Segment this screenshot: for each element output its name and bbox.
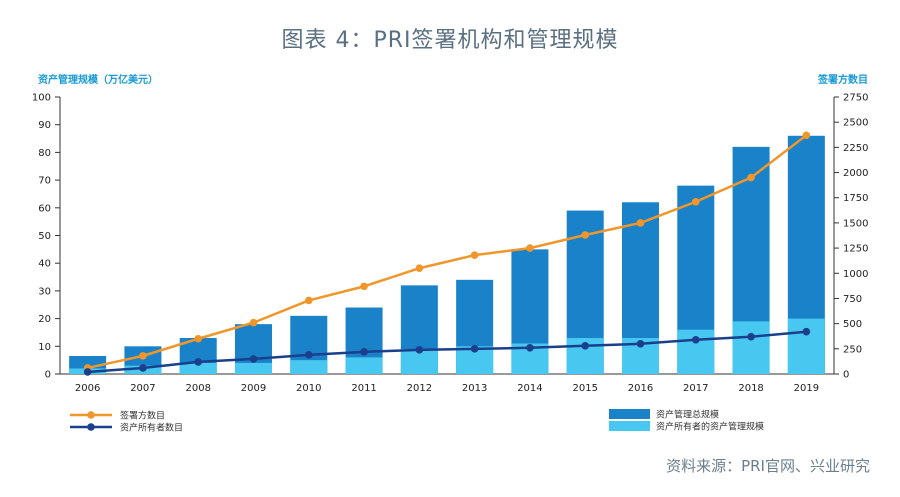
left-axis-tick-label: 0 xyxy=(45,370,51,381)
right-axis-tick-label: 1000 xyxy=(843,269,868,280)
x-axis-tick-label: 2012 xyxy=(407,383,432,394)
right-axis-tick-label: 2750 xyxy=(843,93,868,104)
line-asset-owners xyxy=(87,330,807,374)
right-axis-tick-label: 1750 xyxy=(843,193,868,204)
point-asset-owners xyxy=(581,341,590,350)
point-signatories xyxy=(304,296,313,305)
right-axis-tick-label: 500 xyxy=(843,319,862,330)
x-axis-tick-label: 2006 xyxy=(75,383,100,394)
left-axis-tick-label: 20 xyxy=(38,314,51,325)
point-asset-owners xyxy=(304,351,313,359)
bar-asset-owner-aum xyxy=(732,321,770,374)
point-signatories xyxy=(249,318,258,327)
bar-asset-owner-aum xyxy=(290,360,328,374)
point-signatories xyxy=(194,334,203,343)
source-note: 资料来源：PRI官网、兴业研究 xyxy=(666,457,870,475)
point-signatories xyxy=(747,173,755,182)
left-axis-tick-label: 70 xyxy=(38,176,51,187)
x-axis-tick-label: 2009 xyxy=(241,383,266,394)
legend-label: 签署方数目 xyxy=(120,410,165,422)
left-axis-tick-label: 50 xyxy=(38,231,51,242)
right-axis-tick-label: 1250 xyxy=(843,244,868,255)
legend-line-marker xyxy=(87,423,95,431)
legend-line-marker xyxy=(87,411,95,419)
left-axis-tick-label: 100 xyxy=(32,93,51,104)
x-axis-tick-label: 2007 xyxy=(130,383,155,394)
point-asset-owners xyxy=(194,358,203,366)
x-axis-tick-label: 2013 xyxy=(462,383,487,394)
left-axis-tick-label: 40 xyxy=(38,259,51,270)
x-axis-tick-label: 2015 xyxy=(572,383,597,394)
x-axis-tick-label: 2010 xyxy=(296,383,321,394)
legend-label: 资产所有者数目 xyxy=(120,422,183,434)
point-asset-owners xyxy=(526,344,534,352)
x-axis-tick-label: 2018 xyxy=(738,383,763,394)
right-axis-tick-label: 1500 xyxy=(843,218,868,229)
right-axis-tick-label: 750 xyxy=(843,294,862,305)
line-signatories xyxy=(87,134,808,370)
left-axis-tick-label: 30 xyxy=(38,286,51,297)
left-axis-tick-label: 60 xyxy=(38,203,51,214)
right-axis-tick-label: 250 xyxy=(843,344,862,355)
point-asset-owners xyxy=(470,345,479,353)
legend-label: 资产所有者的资产管理规模 xyxy=(656,421,764,433)
right-axis-tick-label: 0 xyxy=(843,370,849,381)
left-axis-tick-label: 90 xyxy=(38,120,51,131)
bar-asset-owner-aum xyxy=(787,318,825,374)
legend-label: 资产管理总规模 xyxy=(656,409,719,421)
left-axis-tick-label: 80 xyxy=(38,148,51,159)
point-asset-owners xyxy=(802,327,811,336)
point-signatories xyxy=(636,219,645,227)
right-axis-tick-label: 2250 xyxy=(843,143,868,154)
x-axis-tick-label: 2011 xyxy=(351,383,376,394)
left-axis-label: 资产管理规模（万亿美元） xyxy=(38,75,158,86)
x-axis-tick-label: 2016 xyxy=(628,383,653,394)
point-signatories xyxy=(581,231,590,239)
chart-title: 图表 4：PRI签署机构和管理规模 xyxy=(281,28,619,53)
bar-asset-owner-aum xyxy=(235,362,272,374)
point-asset-owners xyxy=(691,335,700,344)
point-signatories xyxy=(415,264,424,273)
point-signatories xyxy=(360,282,368,291)
legend-bar-swatch xyxy=(609,421,650,431)
right-axis-tick-label: 2500 xyxy=(843,118,868,129)
point-asset-owners xyxy=(747,332,755,341)
left-axis-tick-label: 10 xyxy=(38,342,51,353)
bar-asset-owner-aum xyxy=(345,357,383,374)
point-signatories xyxy=(526,244,534,252)
point-asset-owners xyxy=(139,364,147,372)
x-axis-tick-label: 2019 xyxy=(794,383,819,394)
point-signatories xyxy=(802,131,811,140)
point-asset-owners xyxy=(636,339,645,348)
point-asset-owners xyxy=(415,346,424,354)
bar-asset-owner-aum xyxy=(179,362,217,374)
point-asset-owners xyxy=(360,348,368,356)
x-axis-tick-label: 2017 xyxy=(683,383,708,394)
point-asset-owners xyxy=(249,355,258,363)
point-signatories xyxy=(470,251,479,259)
point-signatories xyxy=(691,197,700,206)
right-axis-tick-label: 2000 xyxy=(843,168,868,179)
point-signatories xyxy=(139,352,147,360)
x-axis-tick-label: 2008 xyxy=(185,383,210,394)
legend-bar-swatch xyxy=(609,409,650,419)
point-asset-owners xyxy=(83,368,92,376)
x-axis-tick-label: 2014 xyxy=(517,383,542,394)
right-axis-label: 签署方数目 xyxy=(818,75,868,86)
